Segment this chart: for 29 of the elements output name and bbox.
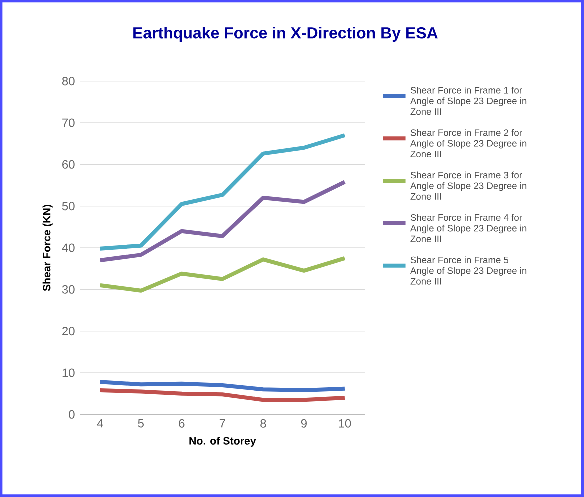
y-tick-label: 40 (62, 244, 75, 252)
line-series (98, 180, 347, 262)
y-tick-label: 80 (62, 76, 75, 86)
line-series (98, 133, 347, 251)
line-series (98, 388, 347, 402)
y-tick-label: 70 (62, 118, 75, 128)
x-axis-title: No. of Storey (190, 436, 256, 447)
legend-label: Shear Force in Frame 3 for Angle of Slope 23 Degree in Zone III (410, 172, 527, 200)
x-tick-label: 7 (220, 419, 226, 428)
legend-label: Shear Force in Frame 1 for Angle of Slope 23 Degree in Zone III (410, 86, 527, 115)
y-tick-label: 50 (62, 202, 75, 210)
y-tick-label: 10 (62, 368, 75, 378)
x-tick-label: 8 (260, 419, 266, 428)
x-tick-label: 5 (138, 419, 144, 428)
line-series (98, 380, 347, 392)
legend-label: Shear Force in Frame 5 Angle of Slope 23 Degree in Zone III (410, 256, 527, 285)
y-tick-label: 30 (62, 285, 75, 294)
y-axis-title: Shear Force (KN) (42, 204, 53, 292)
y-tick-label: 20 (62, 326, 75, 336)
legend-label: Shear Force in Frame 2 for Angle of Slope 23 Degree in Zone III (410, 129, 527, 158)
x-tick-label: 10 (339, 419, 352, 428)
y-tick-label: 60 (62, 160, 75, 169)
line-series (98, 256, 347, 293)
x-tick-label: 9 (301, 419, 307, 428)
x-tick-label: 4 (97, 419, 104, 428)
legend-label: Shear Force in Frame 4 for Angle of Slope 23 Degree in Zone III (410, 214, 527, 242)
chart-title: Earthquake Force in X-Direction By ESA (134, 26, 438, 42)
y-tick-label: 0 (69, 410, 75, 419)
x-tick-label: 6 (179, 419, 185, 428)
